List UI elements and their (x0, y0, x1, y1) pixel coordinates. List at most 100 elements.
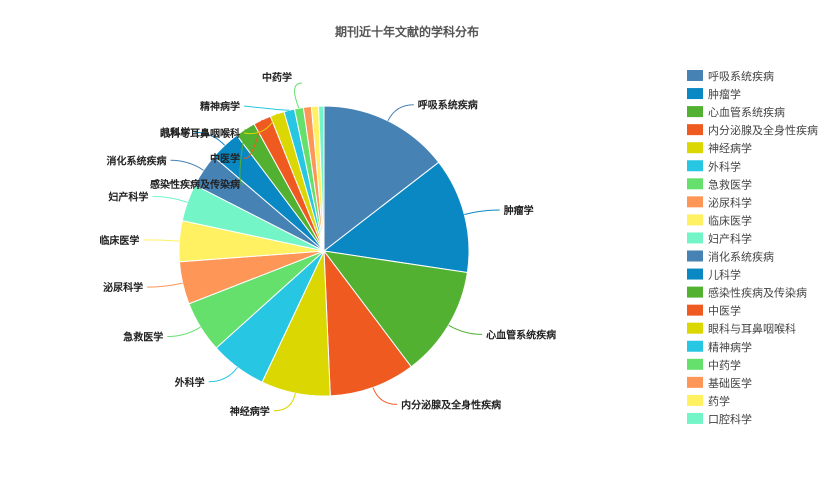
chart-title: 期刊近十年文献的学科分布 (335, 24, 479, 39)
legend-label: 内分泌腺及全身性疾病 (708, 123, 818, 137)
slice-label-line (294, 82, 303, 109)
legend-swatch (687, 412, 703, 424)
legend-label: 眼科与耳鼻咽喉科 (708, 322, 796, 336)
slice-label-line (273, 393, 296, 412)
legend-item[interactable]: 临床医学 (687, 213, 752, 227)
legend-swatch (687, 250, 703, 262)
slice-label-line (448, 324, 483, 335)
legend-swatch (687, 268, 703, 280)
slice-label: 消化系统疾病 (107, 154, 167, 167)
slice-label-line (387, 104, 414, 122)
legend-swatch (687, 394, 703, 406)
legend-label: 呼吸系统疾病 (708, 69, 774, 83)
legend-item[interactable]: 急救医学 (687, 177, 752, 191)
pie-slices (178, 105, 470, 397)
legend-item[interactable]: 口腔科学 (687, 412, 752, 426)
legend-label: 中药学 (708, 358, 741, 372)
legend-item[interactable]: 精神病学 (687, 340, 752, 354)
legend-item[interactable]: 妇产科学 (687, 231, 752, 245)
legend-label: 肿瘤学 (708, 87, 741, 101)
legend-item[interactable]: 中医学 (687, 304, 741, 318)
slice-label-line (167, 326, 201, 338)
legend-item[interactable]: 药学 (687, 394, 730, 408)
legend-item[interactable]: 内分泌腺及全身性疾病 (687, 123, 818, 137)
legend-swatch (687, 70, 703, 81)
legend-label: 临床医学 (708, 213, 752, 227)
slice-label-line (243, 105, 290, 111)
slice-label-line (170, 159, 204, 171)
slice-label: 儿科学 (159, 126, 190, 139)
slice-label-line (152, 195, 188, 203)
slice-label: 内分泌腺及全身性疾病 (401, 398, 501, 411)
legend-item[interactable]: 基础医学 (687, 376, 752, 390)
slice-label-lines (143, 82, 500, 412)
legend-label: 中医学 (708, 304, 741, 318)
slice-label: 神经病学 (230, 405, 270, 418)
pie-slice (318, 105, 325, 252)
slice-label: 妇产科学 (107, 190, 148, 203)
slice-label: 呼吸系统疾病 (418, 99, 478, 112)
legend-item[interactable]: 肿瘤学 (687, 87, 741, 101)
legend-item[interactable]: 儿科学 (687, 268, 741, 282)
slice-label: 急救医学 (123, 331, 163, 344)
legend-swatch (687, 142, 703, 154)
slice-label-line (194, 131, 226, 146)
legend-swatch (687, 124, 703, 136)
legend-label: 心血管系统疾病 (708, 105, 785, 119)
legend-label: 神经病学 (708, 141, 752, 155)
legend-label: 感染性疾病及传染病 (708, 286, 807, 300)
legend-item[interactable]: 泌尿科学 (687, 195, 752, 209)
slice-label-line (239, 129, 246, 185)
legend-swatch (687, 106, 703, 118)
legend-label: 口腔科学 (708, 412, 752, 426)
legend-item[interactable]: 眼科与耳鼻咽喉科 (687, 322, 796, 336)
legend-label: 急救医学 (708, 177, 752, 191)
slice-label-line (147, 282, 183, 288)
legend-label: 药学 (708, 394, 730, 408)
slice-label: 中药学 (262, 71, 292, 84)
legend-swatch (687, 322, 703, 334)
legend-item[interactable]: 呼吸系统疾病 (687, 69, 774, 83)
legend-item[interactable]: 心血管系统疾病 (687, 105, 785, 119)
legend-swatch (687, 358, 703, 370)
slice-label-line (243, 119, 263, 159)
legend-swatch (687, 286, 703, 298)
pie-slice (323, 105, 440, 253)
legend-label: 妇产科学 (708, 231, 752, 245)
slice-label-line (464, 209, 500, 215)
legend-swatch (687, 376, 703, 388)
legend-label: 外科学 (708, 159, 741, 173)
slice-label-line (143, 239, 180, 242)
slice-label: 感染性疾病及传染病 (150, 178, 240, 191)
slice-label-line (243, 113, 278, 135)
legend-swatch (687, 214, 703, 226)
legend-item[interactable]: 消化系统疾病 (687, 250, 774, 264)
legend-item[interactable]: 外科学 (687, 159, 741, 173)
legend-label: 基础医学 (708, 376, 752, 390)
legend-swatch (687, 160, 703, 172)
pie-slice (323, 249, 412, 397)
legend-label: 儿科学 (708, 268, 741, 282)
slice-label: 眼科与耳鼻咽喉科 (160, 127, 240, 140)
legend-item[interactable]: 感染性疾病及传染病 (687, 286, 807, 300)
pie-slice (322, 250, 468, 368)
slice-label-line (208, 367, 238, 383)
legend-label: 消化系统疾病 (708, 250, 774, 264)
legend-swatch (687, 88, 703, 100)
legend-item[interactable]: 中药学 (687, 358, 741, 372)
slice-label: 心血管系统疾病 (486, 328, 556, 341)
slice-label: 肿瘤学 (504, 204, 534, 217)
slice-label: 精神病学 (200, 100, 240, 113)
legend-swatch (687, 232, 703, 244)
legend-swatch (687, 304, 703, 316)
legend-label: 泌尿科学 (708, 195, 752, 209)
legend-swatch (687, 196, 703, 208)
legend-item[interactable]: 神经病学 (687, 141, 752, 155)
legend-swatch (687, 178, 703, 190)
slice-label-line (372, 387, 398, 405)
slice-label: 泌尿科学 (103, 281, 143, 294)
legend-label: 精神病学 (708, 340, 752, 354)
legend-swatch (687, 340, 703, 352)
